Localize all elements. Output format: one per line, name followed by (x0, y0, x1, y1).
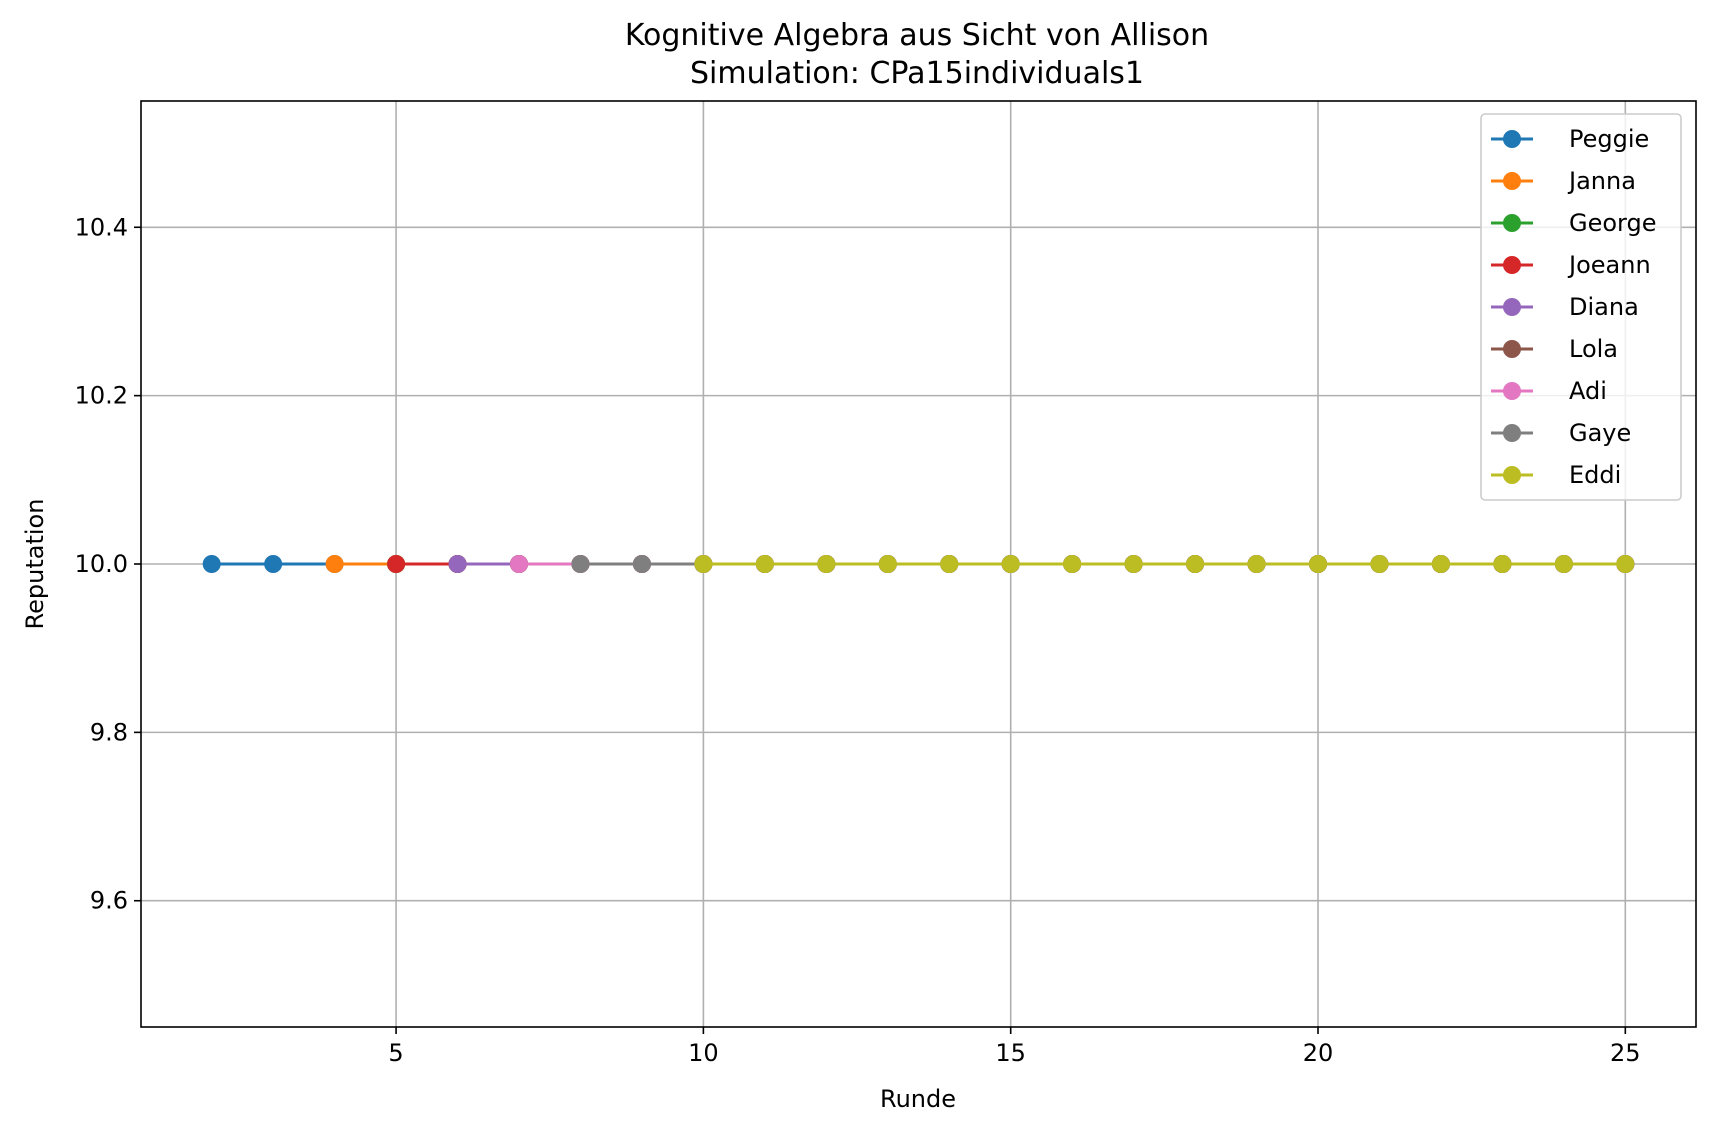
legend-item: Joeann (1491, 251, 1651, 279)
y-tick-label: 10.0 (75, 550, 128, 578)
legend-label: Adi (1569, 377, 1607, 405)
legend-marker (1503, 130, 1521, 148)
series-group (202, 555, 1635, 573)
legend-marker (1503, 256, 1521, 274)
chart-title: Kognitive Algebra aus Sicht von Allison (625, 18, 1209, 53)
data-point (1309, 555, 1328, 573)
legend-item: Adi (1491, 377, 1607, 405)
legend-label: Joeann (1567, 251, 1651, 279)
data-point (509, 555, 528, 573)
legend-label: Gaye (1569, 419, 1631, 447)
y-axis-label: Reputation (21, 499, 49, 630)
x-axis: 5 10 15 20 25 (388, 1027, 1641, 1067)
x-tick-label: 10 (688, 1039, 719, 1067)
data-point (694, 555, 713, 573)
data-point (1001, 555, 1020, 573)
legend-item: Peggie (1491, 125, 1649, 153)
y-tick-label: 10.4 (75, 213, 128, 241)
legend-label: Eddi (1569, 461, 1621, 489)
x-tick-label: 20 (1303, 1039, 1334, 1067)
legend-item: Eddi (1491, 461, 1621, 489)
data-point (1186, 555, 1205, 573)
legend-marker (1503, 340, 1521, 358)
legend-item: Lola (1491, 335, 1618, 363)
data-point (817, 555, 836, 573)
legend-marker (1503, 466, 1521, 484)
legend-marker (1503, 298, 1521, 316)
data-point (325, 555, 344, 573)
data-point (878, 555, 897, 573)
y-tick-label: 9.8 (90, 718, 128, 746)
legend-item: George (1491, 209, 1657, 237)
data-point (940, 555, 959, 573)
legend-item: Diana (1491, 293, 1639, 321)
x-tick-label: 5 (388, 1039, 403, 1067)
y-tick-label: 9.6 (90, 887, 128, 915)
legend: Peggie Janna George Joeann Diana Lola Adi Gaye E… (1480, 113, 1682, 501)
legend-box (1480, 113, 1682, 501)
data-point (1370, 555, 1389, 573)
data-point (1493, 555, 1512, 573)
x-tick-label: 15 (995, 1039, 1026, 1067)
series-eddi (694, 555, 1635, 573)
data-point (264, 555, 283, 573)
y-axis: 9.6 9.8 10.0 10.2 10.4 (75, 213, 141, 915)
data-point (1124, 555, 1143, 573)
legend-label: Peggie (1569, 125, 1649, 153)
data-point (202, 555, 221, 573)
x-axis-label: Runde (880, 1085, 956, 1113)
legend-item: Janna (1491, 167, 1636, 195)
data-point (448, 555, 467, 573)
y-tick-label: 10.2 (75, 382, 128, 410)
chart-subtitle: Simulation: CPa15individuals1 (690, 56, 1144, 91)
data-point (1247, 555, 1266, 573)
data-point (1554, 555, 1573, 573)
legend-label: Janna (1567, 167, 1636, 195)
data-point (1431, 555, 1450, 573)
legend-label: Diana (1569, 293, 1639, 321)
data-point (632, 555, 651, 573)
data-point (387, 555, 406, 573)
data-point (755, 555, 774, 573)
x-tick-label: 25 (1610, 1039, 1641, 1067)
legend-marker (1503, 382, 1521, 400)
legend-item: Gaye (1491, 419, 1631, 447)
legend-marker (1503, 172, 1521, 190)
data-point (1616, 555, 1635, 573)
legend-label: Lola (1569, 335, 1618, 363)
data-point (1063, 555, 1082, 573)
legend-marker (1503, 214, 1521, 232)
legend-label: George (1569, 209, 1657, 237)
data-point (571, 555, 590, 573)
legend-marker (1503, 424, 1521, 442)
